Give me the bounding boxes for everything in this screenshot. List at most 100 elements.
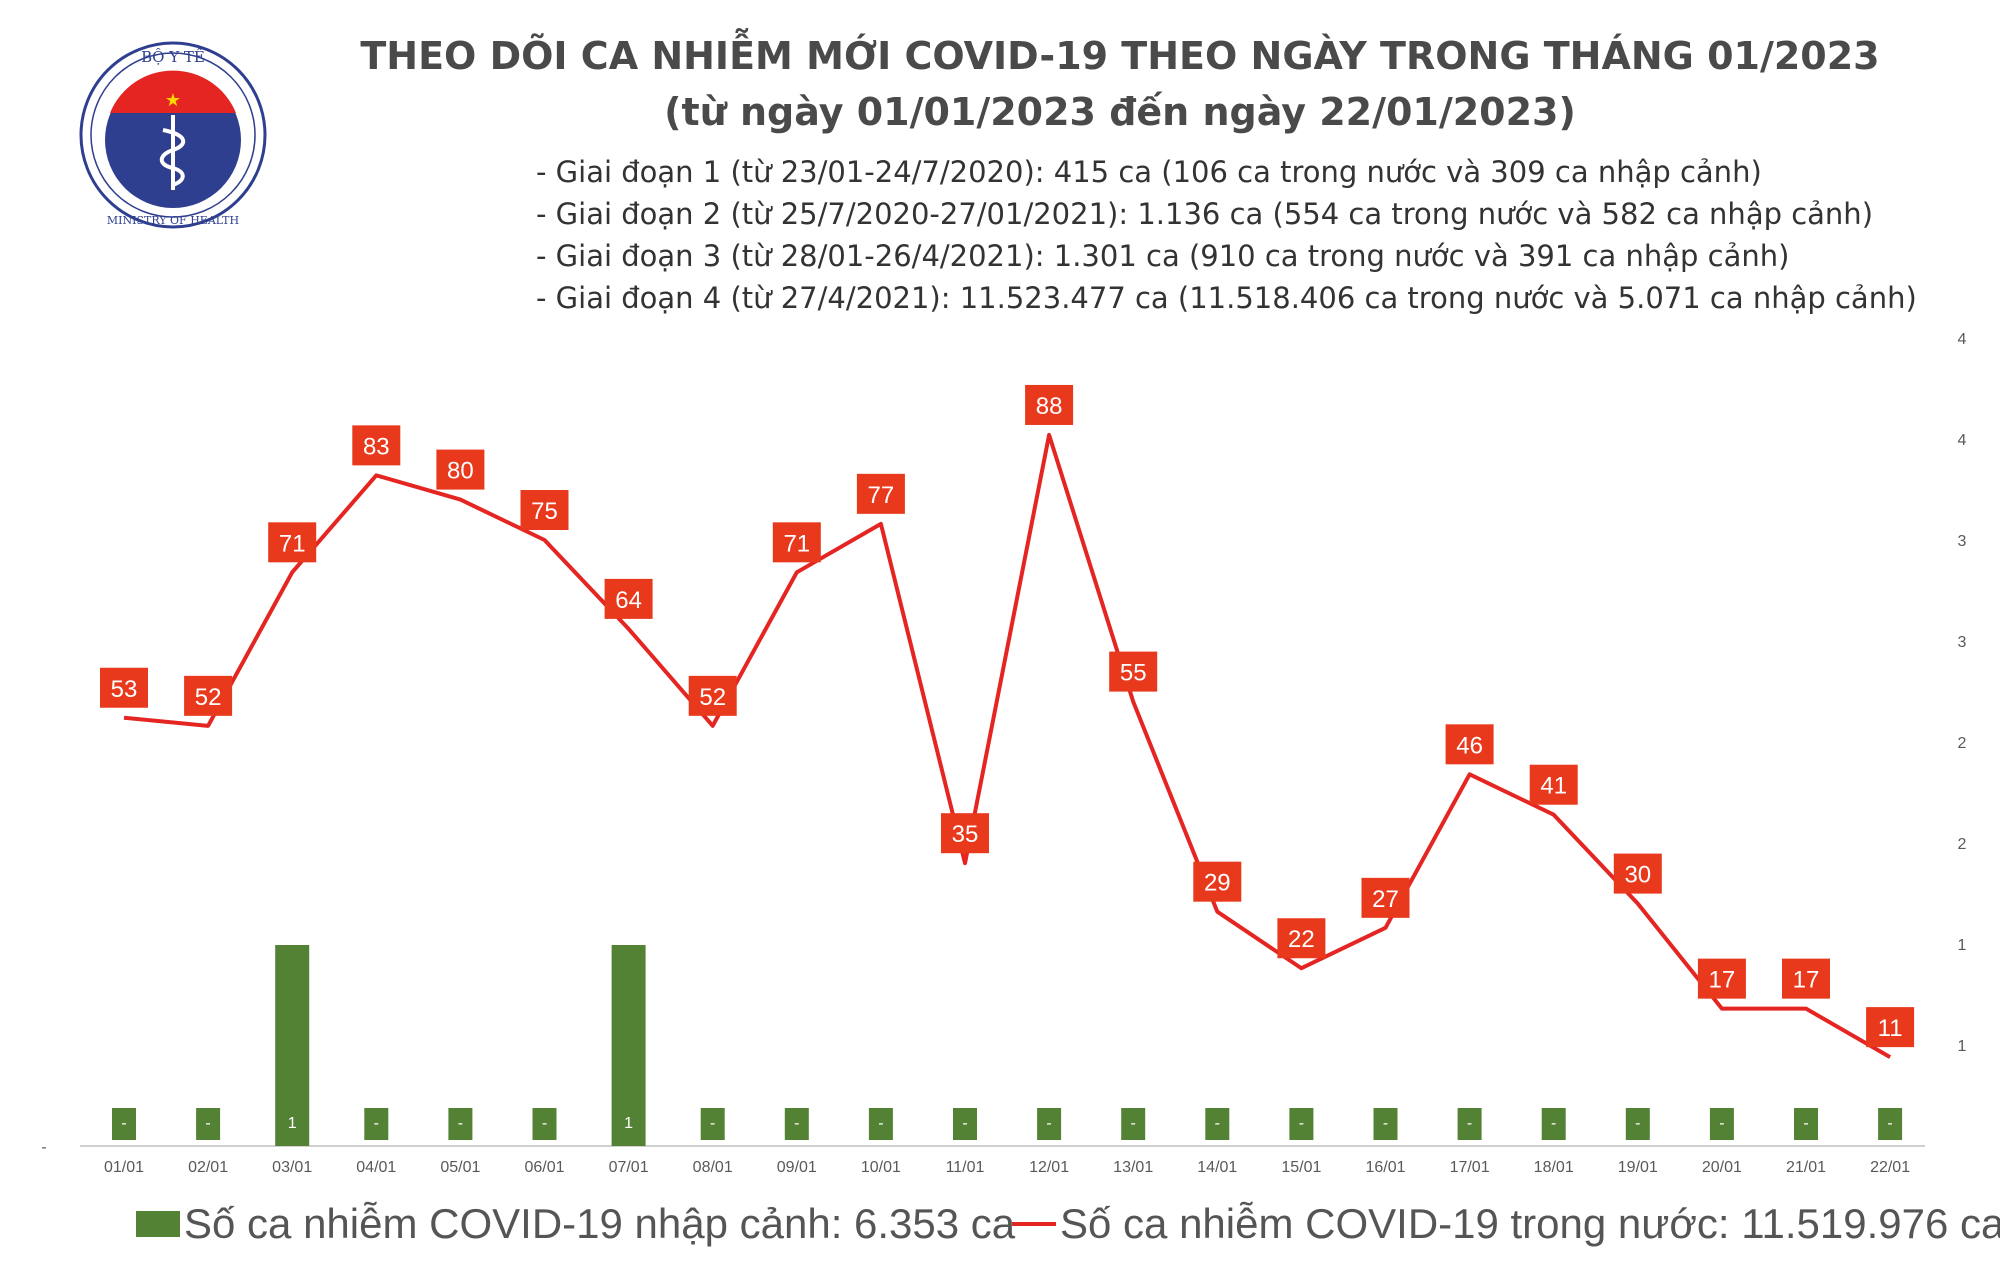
x-tick-label: 08/01 — [693, 1159, 733, 1176]
line-data-label: 17 — [1709, 967, 1736, 994]
line-data-label: 52 — [195, 684, 222, 711]
bar-imported — [112, 1108, 136, 1140]
bar-imported — [1709, 1108, 1734, 1140]
line-data-label-box — [184, 675, 233, 716]
bar-imported — [1878, 1108, 1903, 1140]
ministry-of-health-logo: ★ BỘ Y TẾ MINISTRY OF HEALTH — [79, 41, 267, 229]
line-data-label: 22 — [1288, 926, 1315, 953]
bar-data-label: - — [1131, 1115, 1136, 1132]
right-axis-tick: 4 — [1958, 331, 1967, 348]
line-data-label-box — [436, 449, 485, 490]
line-data-label: 83 — [363, 433, 390, 460]
x-tick-label: 01/01 — [104, 1159, 144, 1176]
legend-line-swatch — [1012, 1222, 1056, 1226]
x-tick-label: 11/01 — [946, 1159, 985, 1176]
bar-data-label: - — [1467, 1115, 1472, 1132]
line-data-label: 80 — [447, 458, 474, 485]
bar-imported — [532, 1108, 557, 1140]
right-axis-tick: 3 — [1958, 634, 1967, 651]
legend-domestic-label: Số ca nhiễm COVID-19 trong nước: 11.519.… — [1060, 1200, 2000, 1247]
line-data-label: 29 — [1204, 870, 1231, 897]
line-data-label-box — [1866, 1007, 1915, 1048]
line-data-label: 77 — [868, 482, 895, 509]
line-data-label-box — [100, 667, 148, 708]
bar-data-label: 1 — [624, 1115, 633, 1132]
line-data-label: 41 — [1540, 773, 1567, 800]
line-data-label-box — [1109, 651, 1158, 692]
bar-imported — [868, 1108, 893, 1140]
bar-data-label: - — [542, 1115, 547, 1132]
bar-data-label: - — [1383, 1115, 1388, 1132]
legend-bar-swatch — [136, 1211, 180, 1237]
bar-imported — [196, 1108, 221, 1140]
svg-text:BỘ Y TẾ: BỘ Y TẾ — [141, 46, 205, 66]
bar-data-label: - — [962, 1115, 967, 1132]
line-data-label: 64 — [615, 587, 642, 614]
line-data-label-box — [1025, 384, 1074, 425]
line-data-label-box — [268, 522, 317, 563]
bar-imported — [448, 1108, 473, 1140]
line-data-label-box — [352, 425, 401, 466]
line-data-label: 30 — [1624, 862, 1651, 889]
bar-data-label: - — [1215, 1115, 1220, 1132]
bar-imported — [700, 1108, 725, 1140]
bar-imported — [1121, 1108, 1146, 1140]
x-tick-label: 19/01 — [1618, 1159, 1658, 1176]
x-tick-label: 18/01 — [1534, 1159, 1574, 1176]
bar-data-label: - — [458, 1115, 463, 1132]
line-data-label: 75 — [531, 498, 558, 525]
line-data-label-box — [1445, 724, 1494, 765]
bar-data-label: - — [878, 1115, 883, 1132]
line-data-label: 46 — [1456, 732, 1483, 759]
bar-imported — [364, 1108, 389, 1140]
line-data-label-box — [856, 473, 905, 514]
bar-data-label: - — [1299, 1115, 1304, 1132]
x-tick-label: 07/01 — [609, 1159, 649, 1176]
x-tick-label: 12/01 — [1029, 1159, 1069, 1176]
line-data-label-box — [1193, 861, 1242, 902]
bar-imported — [1625, 1108, 1650, 1140]
line-data-label: 71 — [783, 530, 810, 557]
legend-imported: Số ca nhiễm COVID-19 nhập cảnh: 6.353 ca — [136, 1200, 1015, 1248]
bar-data-label: - — [1719, 1115, 1724, 1132]
line-data-label: 71 — [279, 530, 306, 557]
x-tick-label: 14/01 — [1197, 1159, 1237, 1176]
right-axis-tick: 1 — [1958, 937, 1967, 954]
legend-domestic: Số ca nhiễm COVID-19 trong nước: 11.519.… — [1012, 1200, 2000, 1248]
chart-subtitle: (từ ngày 01/01/2023 đến ngày 22/01/2023) — [664, 90, 1576, 134]
x-tick-label: 21/01 — [1786, 1159, 1826, 1176]
line-data-label: 35 — [952, 821, 979, 848]
x-tick-label: 09/01 — [777, 1159, 817, 1176]
bar-data-label: - — [794, 1115, 799, 1132]
right-axis-tick: 2 — [1958, 836, 1967, 853]
line-data-label: 11 — [1878, 1015, 1903, 1042]
line-data-label-box — [1697, 958, 1746, 999]
x-tick-label: 10/01 — [861, 1159, 901, 1176]
bar-imported — [1373, 1108, 1398, 1140]
x-tick-label: 20/01 — [1702, 1159, 1742, 1176]
phase-4-summary: - Giai đoạn 4 (từ 27/4/2021): 11.523.477… — [536, 281, 1917, 315]
phase-2-summary: - Giai đoạn 2 (từ 25/7/2020-27/01/2021):… — [536, 197, 1874, 231]
legend-imported-label: Số ca nhiễm COVID-19 nhập cảnh: 6.353 ca — [184, 1200, 1016, 1247]
bar-data-label: - — [1046, 1115, 1051, 1132]
right-axis-tick: - — [41, 1139, 46, 1156]
bar-data-label: - — [374, 1115, 379, 1132]
line-data-label: 17 — [1793, 967, 1820, 994]
bar-imported — [784, 1108, 809, 1140]
x-tick-label: 13/01 — [1113, 1159, 1153, 1176]
line-data-label: 52 — [699, 684, 726, 711]
right-axis-tick: 4 — [1958, 432, 1967, 449]
x-tick-label: 02/01 — [188, 1159, 228, 1176]
line-data-label-box — [688, 675, 737, 716]
right-axis-tick: 3 — [1958, 533, 1967, 550]
bar-data-label: - — [1887, 1115, 1892, 1132]
bar-imported — [1289, 1108, 1314, 1140]
bar-data-label: - — [1551, 1115, 1556, 1132]
line-data-label-box — [1613, 853, 1662, 894]
line-data-label-box — [1277, 918, 1326, 959]
x-tick-label: 16/01 — [1365, 1159, 1405, 1176]
bar-data-label: 1 — [288, 1115, 297, 1132]
bar-data-label: - — [1635, 1115, 1640, 1132]
line-data-label-box — [941, 813, 989, 854]
